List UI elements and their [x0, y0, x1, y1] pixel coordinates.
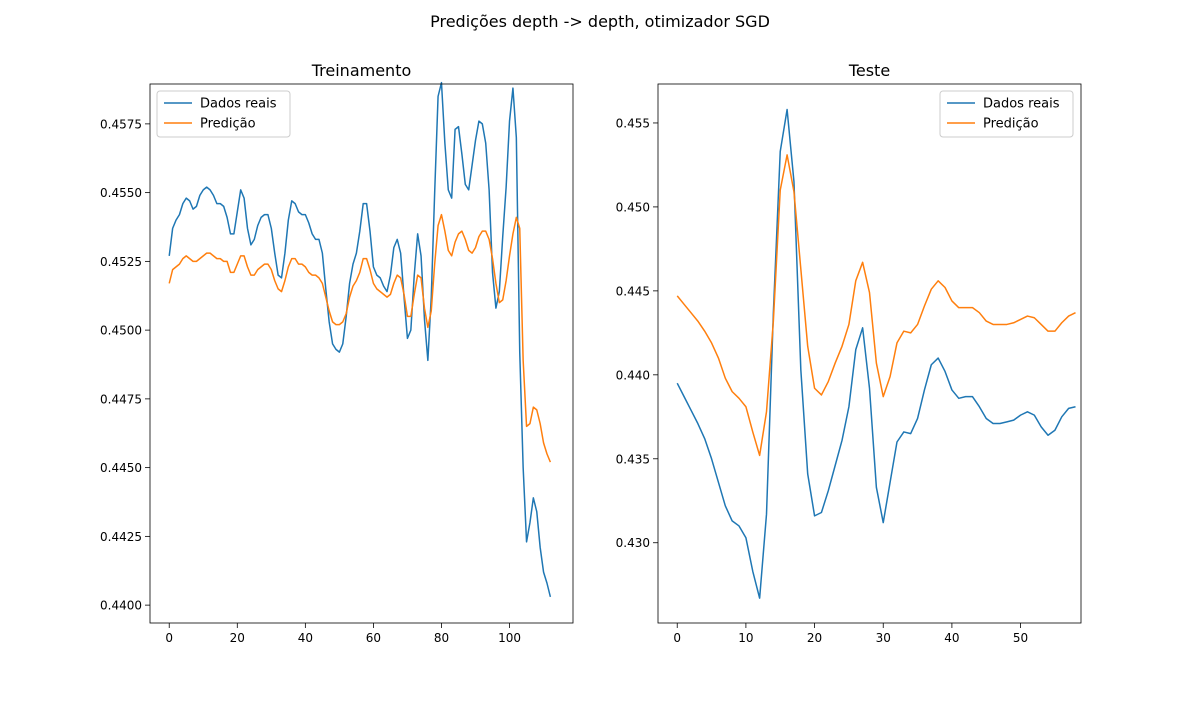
legend-label: Predição — [200, 117, 256, 132]
y-tick-label: 0.445 — [616, 284, 650, 298]
legend: Dados reais Predição — [156, 90, 291, 138]
y-tick-label: 0.4575 — [100, 117, 142, 131]
y-tick-label: 0.4525 — [100, 255, 142, 269]
x-tick-label: 40 — [944, 631, 959, 645]
y-tick-label: 0.4400 — [100, 599, 142, 613]
x-tick-label: 20 — [230, 631, 245, 645]
x-tick-label: 0 — [673, 631, 681, 645]
x-tick-label: 30 — [876, 631, 891, 645]
legend-label: Predição — [983, 117, 1039, 132]
y-tick-label: 0.4550 — [100, 186, 142, 200]
figure-title: Predições depth -> depth, otimizador SGD — [430, 12, 770, 31]
legend-label: Dados reais — [983, 97, 1060, 112]
panel-title: Treinamento — [311, 61, 412, 80]
series-line-real — [168, 81, 552, 598]
x-tick-label: 40 — [298, 631, 313, 645]
y-tick-label: 0.435 — [616, 452, 650, 466]
x-tick-label: 80 — [434, 631, 449, 645]
legend: Dados reais Predição — [939, 90, 1074, 138]
y-tick-label: 0.4425 — [100, 530, 142, 544]
x-tick-label: 10 — [738, 631, 753, 645]
y-tick-label: 0.4475 — [100, 392, 142, 406]
x-tick-label: 50 — [1013, 631, 1028, 645]
series-line-prediction — [676, 154, 1076, 457]
legend-label: Dados reais — [200, 97, 277, 112]
panel-test: Teste 0 10 20 30 40 50 0.430 0.435 0.440 0.445 0.45… — [616, 61, 1082, 645]
x-tick-label: 100 — [498, 631, 521, 645]
y-tick-label: 0.455 — [616, 116, 650, 130]
panel-title: Teste — [848, 61, 890, 80]
x-tick-label: 60 — [366, 631, 381, 645]
axes-frame — [657, 83, 1082, 624]
series-line-prediction — [168, 213, 552, 463]
x-tick-label: 0 — [165, 631, 173, 645]
y-tick-label: 0.4500 — [100, 324, 142, 338]
panel-train: Treinamento 0 20 40 60 80 100 0.4400 0.4425 0.445… — [100, 61, 574, 645]
x-tick-label: 20 — [807, 631, 822, 645]
y-tick-label: 0.4450 — [100, 461, 142, 475]
y-tick-label: 0.430 — [616, 536, 650, 550]
axes-frame — [149, 83, 574, 624]
y-tick-label: 0.440 — [616, 368, 650, 382]
series-line-real — [676, 108, 1076, 599]
y-tick-label: 0.450 — [616, 200, 650, 214]
